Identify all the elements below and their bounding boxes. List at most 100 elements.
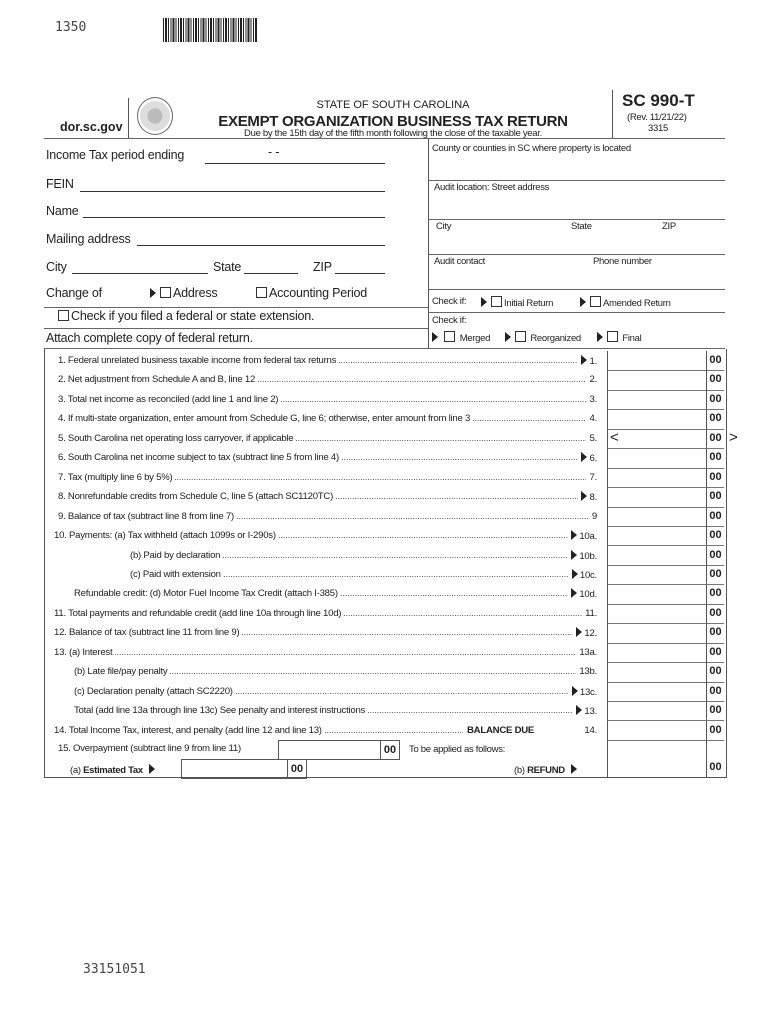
leader-dots: ........................................… <box>340 588 568 600</box>
divider <box>44 307 428 308</box>
amount-input[interactable]: 00 <box>607 584 724 605</box>
line-row: (c) Declaration penalty (attach SC2220) 1… <box>58 682 597 701</box>
divider <box>428 180 725 181</box>
period-input[interactable] <box>205 163 385 164</box>
line-row: (c) Paid with extension 10c..............… <box>58 565 597 584</box>
merged-option[interactable]: Merged <box>432 331 490 344</box>
state-input[interactable] <box>244 273 298 274</box>
amount-input[interactable]: 00 <box>607 642 724 664</box>
amount-input[interactable]: 00 <box>607 662 724 683</box>
line-row: 10. Payments: (a) Tax withheld (attach 1… <box>54 526 597 545</box>
amount-input[interactable]: 00 <box>607 545 724 566</box>
initial-return-checkbox[interactable] <box>491 296 502 307</box>
amount-input[interactable]: 00 < > <box>607 428 738 450</box>
attach-note: Attach complete copy of federal return. <box>46 331 253 345</box>
line-number: 14. <box>584 725 597 736</box>
amount-input[interactable]: 00 <box>607 681 724 703</box>
footer-code: 33151051 <box>83 962 146 977</box>
extension-option[interactable]: Check if you filed a federal or state ex… <box>56 309 315 323</box>
merged-label: Merged <box>459 333 491 344</box>
amount-cents: 00 <box>706 720 724 740</box>
amount-input[interactable]: 00 <box>607 389 724 411</box>
estimated-tax-input[interactable]: 00 <box>181 759 307 779</box>
accounting-checkbox[interactable] <box>256 287 267 298</box>
form-title: EXEMPT ORGANIZATION BUSINESS TAX RETURN <box>218 113 568 130</box>
divider <box>428 254 725 255</box>
amount-input[interactable]: 00 <box>607 526 724 547</box>
amount-input[interactable]: 00 <box>607 487 724 508</box>
arrow-icon <box>571 549 578 560</box>
line-row: 1. Federal unrelated business taxable in… <box>58 351 597 370</box>
zip-label: ZIP <box>313 260 332 274</box>
leader-dots: ........................................… <box>223 568 569 580</box>
city-input[interactable] <box>72 273 208 274</box>
line-label: 4. If multi-state organization, enter am… <box>58 413 471 425</box>
arrow-icon <box>505 332 511 342</box>
balance-due-label: BALANCE DUE <box>467 724 535 736</box>
divider <box>428 312 725 313</box>
change-address-option[interactable]: Address <box>150 286 218 300</box>
line-label: Refundable credit: (d) Motor Fuel Income… <box>74 588 338 600</box>
line-row: Total (add line 13a through line 13c) Se… <box>58 701 597 720</box>
amount-input[interactable]: 00 <box>607 448 724 469</box>
divider <box>44 138 725 139</box>
form-id: 3315 <box>648 123 668 134</box>
accounting-label: Accounting Period <box>269 286 368 300</box>
bracket-open-icon: < <box>610 428 619 446</box>
change-accounting-option[interactable]: Accounting Period <box>254 286 367 300</box>
amount-cents: 00 <box>706 526 724 546</box>
line-label: 6. South Carolina net income subject to … <box>58 452 339 464</box>
line-row: 14. Total Income Tax, interest, and pena… <box>54 721 597 740</box>
line-number: 6. <box>581 452 597 464</box>
line-row: 2. Net adjustment from Schedule A and B,… <box>58 370 597 389</box>
amount-input[interactable]: 00 <box>607 623 724 644</box>
amount-input[interactable]: 00 <box>607 467 724 489</box>
amount-input[interactable]: 00 <box>607 564 724 586</box>
line-label: 1. Federal unrelated business taxable in… <box>58 355 337 366</box>
leader-dots: ........................................… <box>341 452 578 464</box>
name-input[interactable] <box>83 217 385 218</box>
initial-return-option[interactable]: Initial Return <box>481 296 553 309</box>
line-number: 11. <box>585 608 597 619</box>
amount-input[interactable]: 00 <box>607 720 724 741</box>
final-checkbox[interactable] <box>607 331 618 342</box>
reorganized-label: Reorganized <box>530 333 581 344</box>
change-label: Change of <box>46 286 102 300</box>
reorganized-checkbox[interactable] <box>515 331 526 342</box>
line-row: 13. (a) Interest 13a.....................… <box>54 643 597 662</box>
amount-input[interactable]: 00 <box>607 701 724 722</box>
fein-label: FEIN <box>46 177 74 191</box>
amended-return-option[interactable]: Amended Return <box>580 296 671 309</box>
reorganized-option[interactable]: Reorganized <box>505 331 581 344</box>
fein-input[interactable] <box>80 191 385 192</box>
line-number: 13c. <box>571 685 597 698</box>
extension-checkbox[interactable] <box>58 310 69 321</box>
amount-input[interactable]: 00 <box>607 506 724 527</box>
final-option[interactable]: Final <box>597 331 642 344</box>
city-label: City <box>46 260 67 274</box>
line-label: 7. Tax (multiply line 6 by 5%) <box>58 471 173 483</box>
overpayment-input[interactable]: 00 <box>278 740 400 760</box>
line-row: Refundable credit: (d) Motor Fuel Income… <box>58 584 597 603</box>
line-row: 4. If multi-state organization, enter am… <box>58 409 597 428</box>
line-number: 2. <box>589 374 597 385</box>
leader-dots: ........................................… <box>169 666 576 678</box>
merged-checkbox[interactable] <box>444 331 456 342</box>
mailing-input[interactable] <box>137 245 385 246</box>
leader-dots: ........................................… <box>174 471 586 483</box>
address-label: Address <box>173 286 218 300</box>
refund-label: (b) REFUND <box>514 764 579 776</box>
zip-input[interactable] <box>335 273 385 274</box>
refund-input[interactable]: 00 <box>607 739 724 777</box>
amount-cents: 00 <box>706 467 724 488</box>
amount-input[interactable]: 00 <box>607 351 724 372</box>
address-checkbox[interactable] <box>160 287 171 298</box>
amount-input[interactable]: 00 <box>607 603 724 625</box>
amount-input[interactable]: 00 <box>607 370 724 391</box>
line-number-text: 12. <box>584 628 597 640</box>
amended-return-checkbox[interactable] <box>590 296 601 307</box>
line-number: 4. <box>589 413 597 424</box>
mailing-label: Mailing address <box>46 232 131 246</box>
leader-dots: ........................................… <box>236 510 589 522</box>
amount-input[interactable]: 00 <box>607 409 724 430</box>
